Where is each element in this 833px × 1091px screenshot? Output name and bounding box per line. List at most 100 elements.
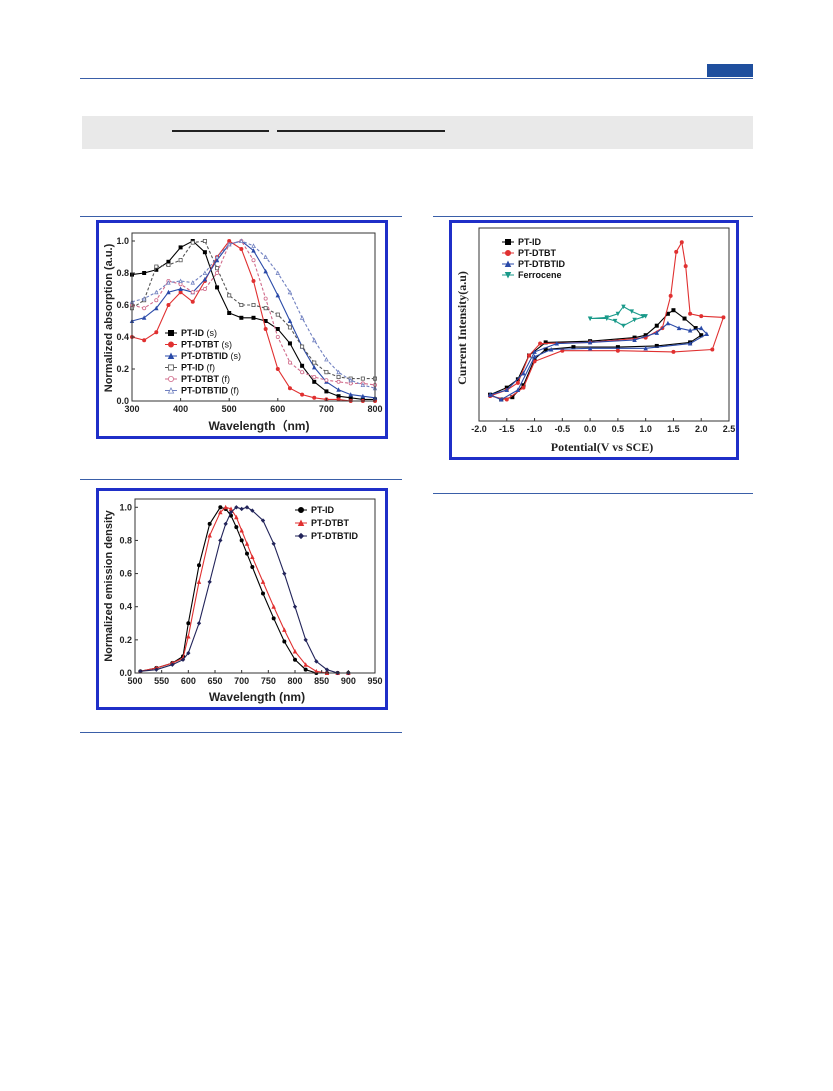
absorption-data-point (324, 378, 329, 383)
absorption-figure: 300 400 500 600 700 800 0.0 0.2 0.4 0.6 0.8 1.0 Wav… (96, 220, 388, 439)
absorption-data-point (141, 315, 147, 320)
cv-series-0 (488, 308, 704, 402)
header-rule (80, 78, 753, 79)
emission-y-tick-label: 0.4 (119, 602, 132, 612)
absorption-x-tick-label: 400 (173, 404, 188, 414)
emission-data-point (223, 504, 228, 510)
absorption-data-point (226, 241, 232, 247)
cv-data-point (532, 349, 537, 354)
emission-data-point (218, 538, 223, 543)
emission-x-tick-label: 950 (367, 676, 382, 686)
absorption-legend-suffix: (s) (228, 351, 241, 361)
emission-legend-marker (297, 506, 304, 513)
emission-data-point (282, 627, 287, 632)
cv-data-point (632, 317, 637, 323)
emission-data-point (207, 532, 212, 538)
emission-data-point (314, 659, 319, 664)
absorption-data-point (215, 285, 220, 290)
absorption-data-point (227, 293, 232, 298)
absorption-data-point (360, 393, 366, 399)
emission-y-tick-label: 0.0 (119, 668, 132, 678)
cv-legend-name: PT-DTBTID (518, 259, 565, 269)
absorption-data-point (227, 311, 232, 316)
emission-data-point (239, 527, 244, 533)
emission-data-point (292, 648, 298, 654)
caption-rule-fig3 (80, 732, 402, 733)
emission-legend-name: PT-DTBTID (311, 531, 358, 541)
absorption-legend-label: PT-DTBT (f) (181, 374, 230, 384)
absorption-data-point (275, 327, 280, 332)
absorption-legend-name: PT-DTBTID (181, 386, 228, 396)
cv-data-point (621, 304, 626, 310)
absorption-data-point (263, 306, 268, 311)
cv-data-point (538, 341, 543, 346)
absorption-data-point (251, 248, 256, 253)
absorption-legend-label: PT-ID (s) (181, 328, 217, 338)
section-rule-left (80, 216, 402, 217)
absorption-data-point (300, 344, 305, 349)
emission-legend-name: PT-DTBT (311, 518, 349, 528)
absorption-data-point (336, 374, 341, 379)
absorption-data-point (178, 278, 183, 283)
absorption-data-point (275, 270, 281, 275)
absorption-data-point (154, 330, 159, 335)
cv-data-point (654, 323, 659, 328)
absorption-data-point (360, 382, 366, 388)
emission-x-tick-label: 850 (314, 676, 329, 686)
absorption-data-point (336, 369, 341, 375)
emission-legend-label: PT-DTBT (311, 518, 349, 528)
absorption-data-point (154, 305, 159, 311)
emission-data-point (207, 521, 212, 526)
cv-data-point (640, 314, 646, 319)
absorption-legend-name: PT-ID (181, 328, 205, 338)
absorption-legend-name: PT-ID (181, 363, 205, 373)
emission-data-point (228, 506, 234, 511)
absorption-legend-suffix: (f) (228, 386, 239, 396)
absorption-data-point (239, 238, 244, 244)
absorption-data-point (202, 270, 208, 275)
table-spanner-line-1 (172, 130, 269, 132)
absorption-data-point (348, 381, 353, 386)
emission-chart: 500 550 600 650 700 750 800 850 900 950 0.0 0.2 0.4 0… (103, 498, 383, 704)
cv-x-tick-label: -2.0 (471, 424, 487, 434)
cv-data-point (632, 337, 637, 342)
section-rule-right (433, 216, 753, 217)
absorption-series-5 (129, 238, 378, 391)
absorption-series-0 (129, 238, 377, 402)
absorption-legend-suffix: (s) (204, 328, 217, 338)
cv-series-2 (487, 320, 710, 402)
absorption-legend-marker (167, 387, 175, 394)
cv-x-tick-label: 0.0 (584, 424, 597, 434)
cv-data-point (687, 341, 693, 346)
emission-y-tick-label: 1.0 (119, 502, 132, 512)
absorption-data-point (178, 286, 183, 291)
cv-legend-marker (505, 249, 512, 256)
emission-data-point (260, 579, 266, 584)
emission-data-point (186, 634, 191, 639)
emission-data-point (207, 579, 212, 585)
emission-legend-marker (297, 532, 305, 540)
absorption-plot-frame (131, 232, 376, 402)
absorption-data-point (142, 271, 147, 276)
emission-data-point (303, 637, 308, 643)
emission-x-axis-label: Wavelength (nm) (209, 690, 305, 704)
absorption-data-point (348, 392, 353, 397)
absorption-data-point (348, 377, 353, 383)
cv-data-point (515, 380, 520, 385)
absorption-x-tick-label: 500 (222, 404, 237, 414)
absorption-data-point (263, 327, 268, 332)
absorption-legend-marker (168, 330, 175, 337)
cv-data-point (612, 318, 618, 324)
absorption-data-point (287, 325, 292, 330)
emission-data-point (228, 510, 234, 515)
cv-data-point (515, 387, 521, 393)
cv-data-point (532, 354, 537, 359)
absorption-legend-label: PT-ID (f) (181, 363, 215, 373)
cv-data-point (532, 359, 537, 364)
absorption-legend-name: PT-DTBT (181, 374, 219, 384)
cv-data-point (679, 240, 684, 245)
absorption-data-point (287, 360, 292, 365)
absorption-data-point (251, 279, 256, 284)
absorption-legend-marker (167, 352, 175, 360)
cv-legend-label: PT-DTBT (518, 248, 556, 258)
